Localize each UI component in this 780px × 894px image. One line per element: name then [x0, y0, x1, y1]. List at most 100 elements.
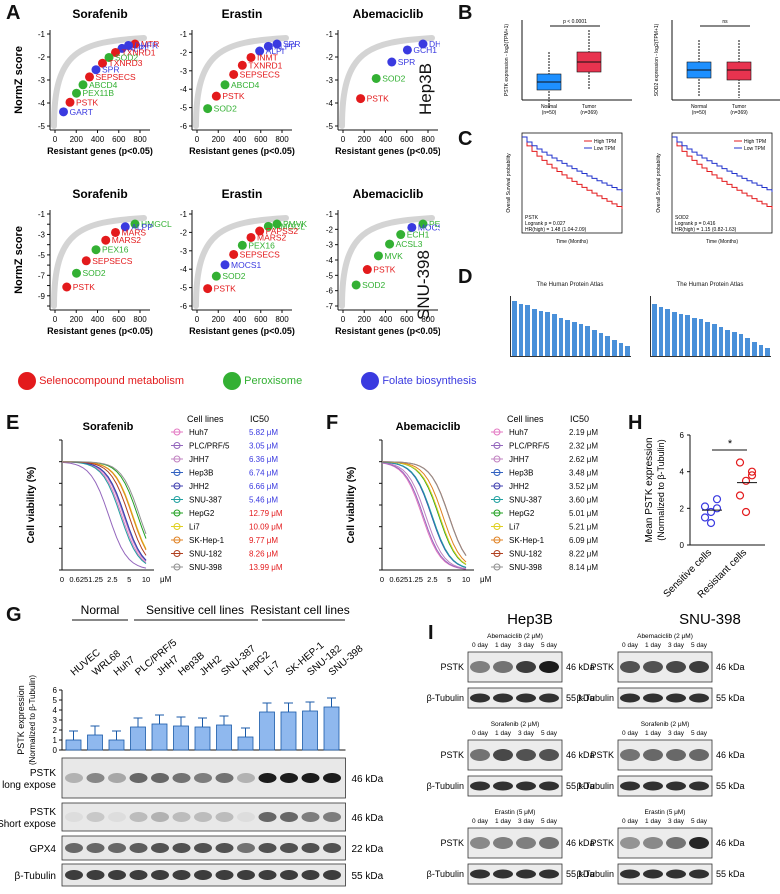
g-blot-band — [151, 812, 169, 822]
g-blot-band — [86, 773, 105, 783]
scatter-gene-label: PSTK — [373, 265, 396, 275]
hpa-bar — [712, 324, 717, 356]
km-hr: HR(high) = 1.48 (1.04-2.09) — [525, 227, 587, 233]
box-body — [726, 61, 752, 81]
g-blot-band — [323, 870, 341, 880]
hpa-bars-2 — [650, 296, 771, 357]
ic50-cell-line: Li7 — [509, 523, 520, 532]
scatter-gene-label: DHFR — [429, 39, 440, 49]
g-ylabel: PSTK expression — [16, 685, 26, 755]
i-day-label: 1 day — [495, 642, 512, 649]
i-day-label: 1 day — [495, 818, 512, 825]
hpa-bar — [558, 317, 564, 356]
scatter-gene-point — [362, 265, 372, 275]
ic50-value: 6.74 μM — [249, 469, 278, 478]
hpa-bar — [758, 345, 764, 356]
scatter-gene-point — [91, 245, 101, 255]
box-tumor-label: Tumor — [582, 104, 597, 110]
ic50-cell-line: JHH7 — [189, 455, 210, 464]
scatter-ytick-label: -2 — [180, 228, 188, 237]
ic50-cell-line: SNU-387 — [189, 496, 222, 505]
hpa-bar — [745, 338, 750, 356]
hpa-bar — [705, 321, 710, 356]
i-day-label: 5 day — [541, 730, 558, 737]
scatter-gene-point — [117, 43, 127, 53]
scatter-xtick-label: 400 — [91, 315, 105, 324]
i-day-label: 5 day — [691, 818, 708, 825]
i-day-label: 3 day — [668, 730, 685, 737]
scatter-gene-label: PSTK — [214, 284, 237, 294]
km-low-legend: Low TPM — [594, 146, 615, 152]
scatter-gene-label: ABCD4 — [89, 80, 118, 90]
scatter-xtick-label: 200 — [70, 135, 84, 144]
scatter-ytick-label: -1 — [326, 210, 334, 219]
h-resistant-point — [747, 471, 757, 480]
i-pstk-band — [516, 749, 536, 761]
scatter-gene-label: PMVK — [283, 219, 307, 229]
i-tub-band — [666, 781, 686, 791]
scatter-xlabel: Resistant genes (p<0.05) — [335, 146, 440, 156]
scatter-gene-point — [130, 219, 140, 229]
scatter-xtick-label: 400 — [233, 135, 247, 144]
g-group-resistant: Resistant cell lines — [250, 603, 349, 617]
g-blot-band — [323, 773, 341, 783]
i-treatment: Sorafenib (2 μM) — [641, 721, 690, 728]
scatter-gene-point — [407, 222, 417, 232]
scatter-gene-label: PEX16 — [102, 245, 129, 255]
km-frame — [521, 132, 623, 234]
ic50-value: 5.21 μM — [569, 523, 598, 532]
scatter-gene-label: SPR — [398, 57, 415, 67]
scatter-title: Sorafenib — [72, 187, 127, 201]
panel-label-g: G — [6, 604, 22, 626]
i-pstk-band — [516, 837, 536, 849]
ic50-value: 12.79 μM — [249, 509, 283, 518]
ic50-curve — [381, 462, 467, 570]
scatter-gene-label: ACSL3 — [396, 239, 423, 249]
ic50-value: 2.32 μM — [569, 442, 598, 451]
panel-label-a: A — [6, 2, 21, 24]
scatter-ytick-label: -5 — [38, 122, 46, 131]
g-blot-band — [258, 773, 277, 783]
g-blot-band — [258, 843, 277, 853]
g-blot-band — [237, 812, 255, 822]
scatter-xlabel: Resistant genes (p<0.05) — [335, 326, 440, 336]
ic50-cell-line: SNU-398 — [509, 563, 542, 572]
g-blot-label: GPX4 — [29, 844, 56, 855]
scatter-gene-point — [272, 219, 282, 229]
ic50-cell-line: HepG2 — [509, 509, 535, 518]
g-bar — [216, 724, 232, 751]
scatter-xtick-label: 400 — [233, 315, 247, 324]
scatter-ylabel: NormZ score — [13, 46, 25, 114]
h-resistant-point — [735, 491, 745, 500]
scatter-gene-point — [111, 227, 120, 237]
i-pstk-band — [516, 661, 536, 673]
ic50-curve — [381, 461, 467, 557]
km-high-legend: High TPM — [594, 139, 616, 145]
i-kda46: 46 kDa — [716, 838, 745, 848]
g-blot-band — [301, 812, 320, 822]
i-snu398-title: SNU-398 — [679, 611, 741, 628]
i-kda46: 46 kDa — [716, 750, 745, 760]
scatter-gene-label: GART — [70, 107, 93, 117]
ic50-cell-line: JHH2 — [509, 482, 530, 491]
scatter-gene-label: HMGCL — [141, 219, 172, 229]
ic50-cell-line: HepG2 — [189, 509, 215, 518]
i-day-label: 3 day — [668, 642, 685, 649]
g-ytick-label: 5 — [53, 696, 58, 705]
i-day-label: 0 day — [472, 642, 489, 649]
g-blot-label: PSTK — [30, 807, 56, 818]
scatter-gene-point — [101, 235, 111, 245]
scatter-xtick-label: 0 — [195, 135, 200, 144]
scatter-rank-curve — [193, 35, 289, 129]
scatter-gene-label: INMT — [257, 52, 278, 62]
km-logrank: Logrank p = 0.027 — [525, 221, 566, 227]
h-sensitive-point — [712, 495, 722, 504]
i-kda55: 55 kDa — [566, 781, 595, 791]
i-tub-band — [643, 869, 663, 879]
i-treatment: Erastin (5 μM) — [645, 809, 686, 816]
hpa-bar — [732, 331, 737, 356]
g-ytick-label: 1 — [53, 736, 58, 745]
i-day-label: 3 day — [518, 730, 535, 737]
i-pstk-band — [666, 749, 686, 761]
scatter-xtick-label: 400 — [379, 135, 393, 144]
